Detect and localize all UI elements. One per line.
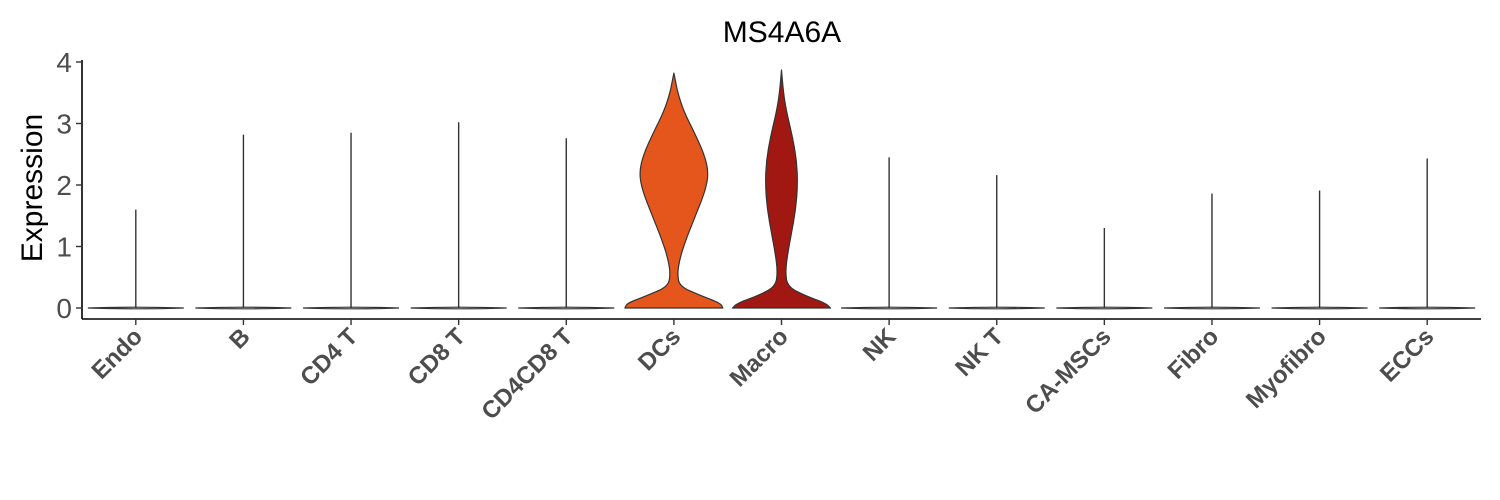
- violin-shape-macro: [731, 69, 832, 309]
- y-axis-label: Expression: [16, 114, 49, 262]
- violin-nk: [841, 157, 938, 310]
- y-axis-ticks: 0 1 2 3 4: [56, 47, 82, 324]
- violin-shape-dcs: [624, 72, 724, 309]
- y-tick-label: 3: [56, 109, 72, 140]
- violin-b: [195, 134, 292, 310]
- x-tick-label-eccs: ECCs: [1375, 323, 1439, 387]
- y-tick-label: 2: [56, 170, 72, 201]
- violin-myofibro: [1271, 190, 1368, 310]
- x-tick-label-ca-mscs: CA-MSCs: [1020, 323, 1116, 419]
- y-tick-label: 4: [56, 47, 72, 78]
- violin-cd8-t: [410, 122, 507, 310]
- x-tick-label-nk: NK: [858, 323, 902, 367]
- chart-title: MS4A6A: [723, 16, 841, 49]
- x-axis-ticks: Endo B CD4 T CD8 T CD4CD8 T DCs Macro NK NK T CA-…: [87, 319, 1439, 425]
- x-tick-label-cd4cd8-t: CD4CD8 T: [476, 323, 578, 425]
- violin-cd4-t: [303, 132, 400, 310]
- x-tick-label-myofibro: Myofibro: [1241, 323, 1332, 414]
- x-tick-label-nk-t: NK T: [950, 323, 1009, 382]
- x-tick-label-fibro: Fibro: [1163, 323, 1225, 385]
- x-tick-label-endo: Endo: [87, 323, 149, 385]
- violin-nk-t: [948, 175, 1045, 310]
- violin-dcs: [624, 72, 724, 309]
- x-tick-label-cd8-t: CD8 T: [403, 323, 471, 391]
- violins-layer: [87, 69, 1476, 310]
- x-tick-label-cd4-t: CD4 T: [295, 323, 363, 391]
- y-tick-label: 0: [56, 293, 72, 324]
- violin-fibro: [1163, 193, 1260, 310]
- y-tick-label: 1: [56, 232, 72, 263]
- violin-ca-mscs: [1056, 228, 1153, 310]
- x-tick-label-b: B: [224, 323, 255, 354]
- x-tick-label-dcs: DCs: [633, 323, 686, 376]
- x-tick-label-macro: Macro: [725, 323, 794, 392]
- violin-eccs: [1379, 158, 1476, 310]
- violin-cd4cd8-t: [518, 138, 615, 310]
- violin-endo: [87, 209, 184, 310]
- violin-macro: [731, 69, 832, 309]
